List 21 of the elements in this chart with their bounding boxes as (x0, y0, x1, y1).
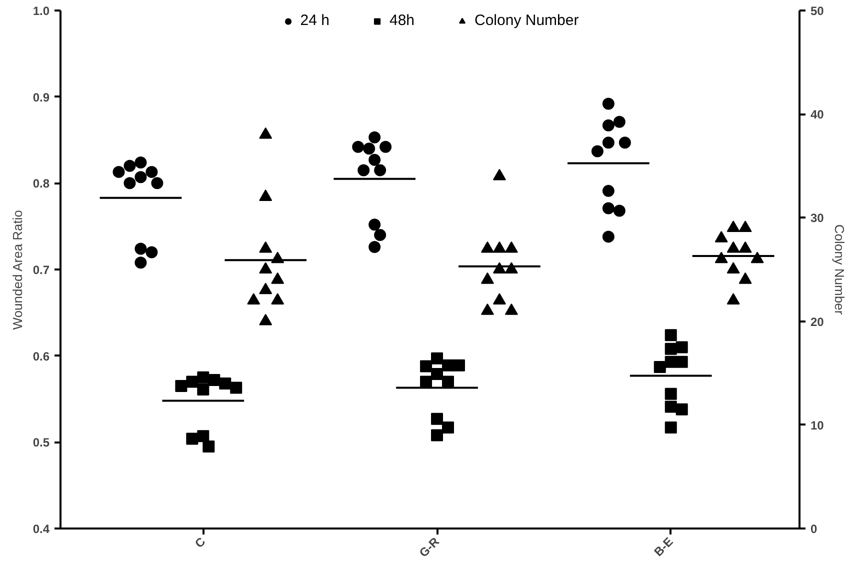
y2-tick-label: 50 (810, 4, 824, 18)
x-tick-label: C (192, 534, 208, 551)
y2-tick-label: 0 (810, 522, 818, 536)
legend-label: 24 h (300, 12, 330, 29)
legend-label: 48h (389, 12, 415, 29)
y2-tick-label: 10 (810, 418, 824, 432)
y2-tick-label: 20 (810, 314, 824, 329)
y-axis-title: Wounded Area Ratio (10, 210, 25, 330)
y2-tick-label: 30 (810, 211, 824, 226)
y-tick-label: 1.0 (32, 4, 50, 18)
x-tick-label: G-R (416, 534, 442, 560)
y-tick-label: 0.4 (32, 522, 50, 536)
y-tick-label: 0.5 (32, 436, 50, 450)
y-tick-label: 0.7 (32, 263, 50, 277)
y2-tick-label: 40 (810, 108, 824, 122)
y-tick-label: 0.6 (32, 349, 50, 364)
y-tick-label: 0.9 (32, 90, 50, 104)
y2-axis-title: Colony Number (832, 224, 847, 316)
legend-label: Colony Number (474, 12, 579, 29)
y-tick-label: 0.8 (32, 176, 50, 191)
x-tick-label: B-E (651, 534, 676, 560)
